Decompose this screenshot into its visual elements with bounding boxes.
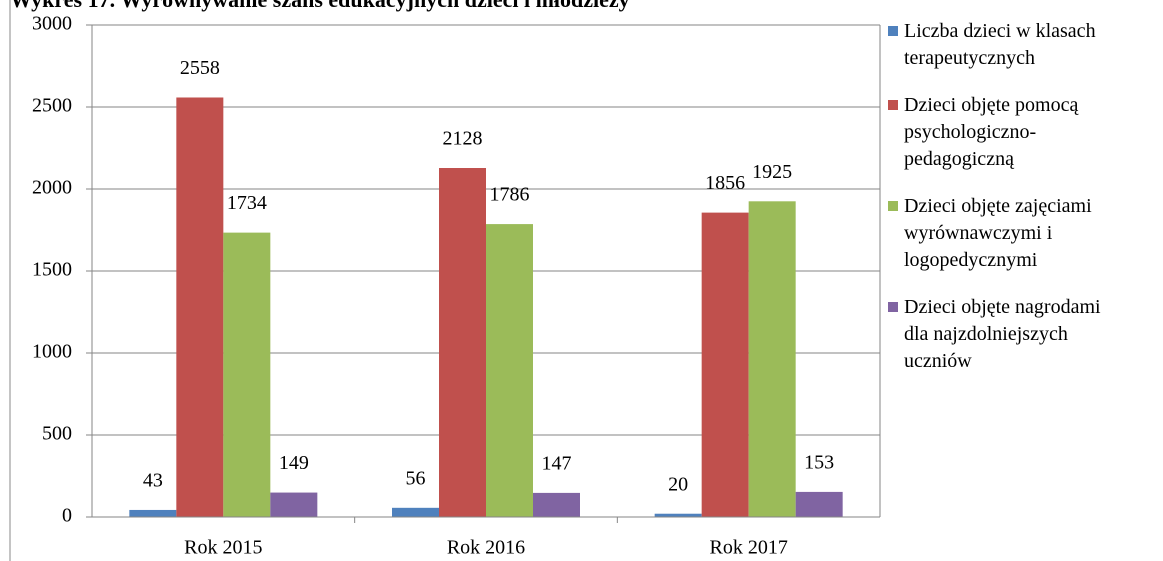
bar [533,492,580,517]
y-tick-label: 2000 [32,177,72,199]
y-tick-label: 0 [62,505,72,527]
legend: Liczba dzieci w klasach terapeutycznych D… [888,18,1158,395]
data-label: 1925 [752,161,792,183]
data-label: 2558 [180,57,220,79]
bar [748,201,796,518]
bar [701,212,749,517]
data-label: 149 [279,452,309,474]
data-label: 1734 [227,192,267,214]
data-label: 56 [406,467,426,489]
legend-label: Dzieci objęte pomocą psychologiczno-peda… [904,94,1079,170]
bar [270,492,318,517]
bar [439,168,486,517]
y-tick-label: 1000 [32,341,72,363]
y-tick-label: 3000 [32,13,72,35]
data-label: 1786 [490,184,530,206]
y-tick-label: 500 [42,423,72,445]
x-tick-label: Rok 2015 [184,537,262,559]
legend-swatch [888,302,898,312]
chart-title: Wykres 17. Wyrównywanie szans edukacyjny… [10,0,630,12]
legend-item: Dzieci objęte zajęciami wyrównawczymi i … [888,193,1158,274]
legend-label: Dzieci objęte zajęciami wyrównawczymi i … [904,195,1092,271]
x-tick-label: Rok 2017 [709,537,787,559]
legend-item: Dzieci objęte pomocą psychologiczno-peda… [888,92,1158,173]
y-tick-label: 2500 [32,95,72,117]
data-label: 1856 [705,172,745,194]
data-label: 147 [542,452,572,474]
y-tick-label: 1500 [32,259,72,281]
data-label: 153 [804,452,834,474]
x-tick-label: Rok 2016 [447,537,525,559]
legend-swatch [888,26,898,36]
legend-label: Dzieci objęte nagrodami dla najzdolniejs… [904,296,1101,372]
bar [129,509,177,517]
bar [392,507,439,517]
legend-swatch [888,201,898,211]
data-label: 43 [143,470,163,492]
bar [176,97,224,517]
data-label: 20 [668,473,688,495]
data-label: 2128 [443,128,483,150]
legend-label: Liczba dzieci w klasach terapeutycznych [904,20,1096,69]
bar [654,513,702,517]
legend-item: Liczba dzieci w klasach terapeutycznych [888,18,1158,72]
bar [223,232,271,517]
bar [795,491,843,517]
legend-swatch [888,100,898,110]
bar [486,224,533,517]
legend-item: Dzieci objęte nagrodami dla najzdolniejs… [888,294,1158,375]
